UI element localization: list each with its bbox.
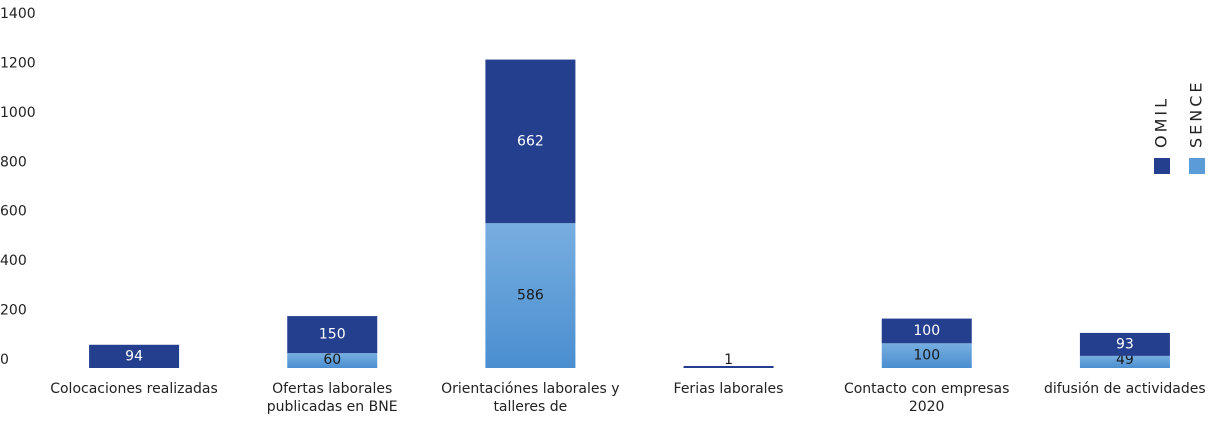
y-tick-label: 800 bbox=[0, 154, 27, 170]
bar-segment bbox=[1079, 355, 1170, 368]
y-tick-label: 0 bbox=[0, 352, 9, 368]
legend-swatch bbox=[1189, 158, 1205, 174]
x-tick-label: difusión de actividades bbox=[1043, 381, 1206, 397]
value-label: 100 bbox=[913, 323, 940, 339]
value-label: 49 bbox=[1116, 352, 1134, 368]
bar-segment bbox=[287, 353, 378, 368]
bar-segment bbox=[287, 316, 378, 354]
value-label: 586 bbox=[517, 288, 544, 304]
x-tick-label: Contacto con empresas 2020 bbox=[843, 381, 1010, 415]
value-label: 94 bbox=[125, 348, 143, 364]
bar-segment bbox=[1079, 332, 1170, 356]
bar-segment bbox=[485, 59, 576, 224]
value-label: 1 bbox=[724, 352, 733, 368]
value-label: 150 bbox=[319, 327, 346, 343]
x-tick-label: Colocaciones realizadas bbox=[50, 381, 218, 397]
bar-segment bbox=[881, 343, 972, 368]
x-tick-label: Ferias laborales bbox=[673, 381, 784, 397]
x-tick-label: Orientaciónes laborales y talleres de bbox=[441, 381, 620, 415]
legend-label: OMIL bbox=[1152, 96, 1171, 148]
bar-segment bbox=[881, 318, 972, 344]
x-tick-label: Ofertas laborales publicadas en BNE bbox=[266, 381, 398, 415]
y-tick-label: 600 bbox=[0, 204, 27, 220]
legend-label: SENCE bbox=[1187, 79, 1206, 148]
y-tick-label: 400 bbox=[0, 253, 27, 269]
y-tick-label: 200 bbox=[0, 303, 27, 319]
bar-segment bbox=[683, 366, 774, 368]
bar-segment bbox=[485, 223, 576, 368]
value-label: 60 bbox=[323, 352, 341, 368]
y-tick-label: 1400 bbox=[0, 6, 36, 22]
bar-segment bbox=[89, 344, 180, 368]
value-label: 662 bbox=[517, 133, 544, 149]
y-tick-label: 1000 bbox=[0, 105, 36, 121]
legend-swatch bbox=[1154, 158, 1170, 174]
value-label: 100 bbox=[913, 348, 940, 364]
y-tick-label: 1200 bbox=[0, 55, 36, 71]
value-label: 93 bbox=[1116, 336, 1134, 352]
